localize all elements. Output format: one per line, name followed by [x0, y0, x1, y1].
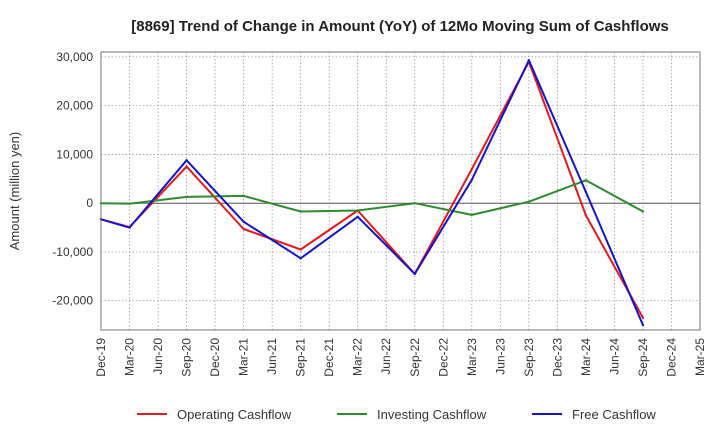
series-line-free-cashflow [100, 59, 644, 326]
data-point-free-cashflow [413, 272, 416, 276]
x-tick-label: Sep-22 [408, 338, 422, 377]
y-tick-label: 20,000 [56, 99, 93, 113]
x-tick-label: Sep-23 [522, 338, 536, 377]
y-tick-label: -10,000 [52, 245, 93, 259]
data-point-free-cashflow [641, 323, 645, 327]
data-point-operating-cashflow [299, 248, 302, 251]
grid-layer [100, 52, 701, 330]
x-tick-label: Dec-24 [664, 338, 678, 377]
data-point-investing-cashflow [584, 179, 588, 182]
data-point-free-cashflow [470, 178, 474, 181]
y-tick-label: 0 [86, 196, 93, 210]
data-point-operating-cashflow [470, 167, 474, 171]
legend-label: Investing Cashflow [377, 407, 487, 422]
x-tick-label: Dec-23 [550, 338, 564, 377]
x-tick-label: Mar-21 [237, 338, 251, 376]
data-point-investing-cashflow [527, 200, 531, 203]
series-line-investing-cashflow [100, 179, 644, 216]
data-point-operating-cashflow [185, 165, 188, 168]
data-point-free-cashflow [185, 159, 188, 162]
data-point-free-cashflow [584, 190, 588, 194]
x-tick-label: Dec-22 [436, 338, 450, 377]
data-point-operating-cashflow [584, 214, 588, 217]
x-tick-label: Jun-21 [265, 338, 279, 375]
data-point-investing-cashflow [356, 209, 359, 212]
data-point-free-cashflow [527, 59, 531, 62]
x-tick-labels: Dec-19 Mar-20 Jun-20 Sep-20 Dec-20 Mar-21 Jun-… [94, 338, 707, 377]
data-point-investing-cashflow [470, 213, 474, 217]
legend: Operating Cashflow Investing Cashflow Free… [137, 407, 656, 422]
data-point-free-cashflow [299, 257, 302, 260]
data-point-investing-cashflow [299, 210, 302, 213]
x-tick-label: Sep-24 [636, 338, 650, 377]
y-tick-label: 30,000 [56, 50, 93, 64]
data-point-investing-cashflow [242, 194, 245, 198]
y-axis-label: Amount (million yen) [7, 132, 22, 251]
x-tick-label: Mar-20 [123, 338, 137, 376]
x-tick-label: Jun-22 [379, 338, 393, 375]
x-tick-label: Jun-24 [607, 338, 621, 375]
x-tick-label: Mar-22 [351, 338, 365, 376]
chart-title: [8869] Trend of Change in Amount (YoY) o… [131, 18, 669, 35]
x-tick-label: Mar-25 [693, 338, 707, 376]
x-tick-label: Sep-20 [180, 338, 194, 377]
x-tick-label: Mar-23 [465, 338, 479, 376]
y-tick-label: 10,000 [56, 147, 93, 161]
data-point-operating-cashflow [242, 227, 245, 231]
x-tick-label: Dec-20 [208, 338, 222, 377]
data-point-investing-cashflow [128, 202, 131, 205]
y-tick-labels: 30,000 20,000 10,000 0 -10,000 -20,000 [52, 50, 93, 308]
x-tick-label: Dec-21 [322, 338, 336, 377]
plot-frame [100, 51, 701, 331]
x-tick-label: Mar-24 [579, 338, 593, 376]
data-point-free-cashflow [356, 215, 359, 219]
legend-label: Free Cashflow [572, 407, 656, 422]
data-point-investing-cashflow [185, 195, 188, 199]
x-tick-label: Dec-19 [94, 338, 108, 377]
series-layer [99, 59, 645, 327]
x-tick-label: Jun-23 [493, 338, 507, 375]
x-tick-label: Sep-21 [294, 338, 308, 377]
data-point-investing-cashflow [641, 210, 645, 213]
data-point-operating-cashflow [641, 316, 645, 320]
y-tick-label: -20,000 [52, 294, 93, 308]
data-point-investing-cashflow [413, 201, 416, 205]
plot-frame-layer [100, 51, 701, 331]
legend-label: Operating Cashflow [177, 407, 292, 422]
data-point-free-cashflow [242, 220, 245, 223]
data-point-free-cashflow [128, 226, 131, 229]
x-tick-label: Jun-20 [151, 338, 165, 375]
